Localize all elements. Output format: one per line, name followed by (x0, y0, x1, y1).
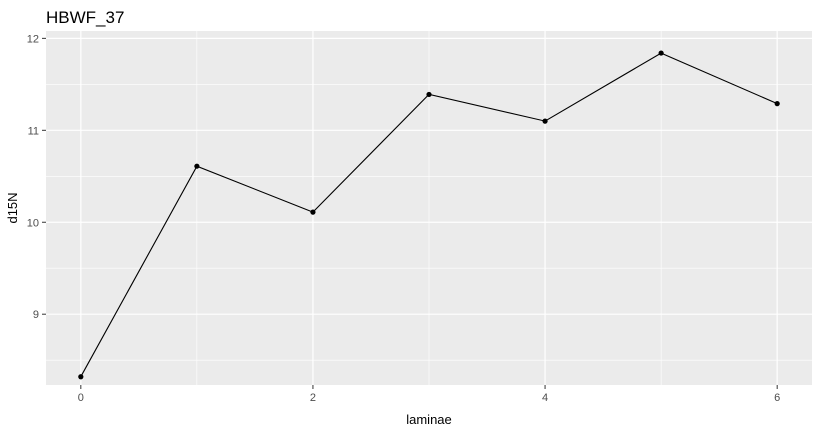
x-tick-label: 2 (310, 392, 316, 404)
y-tick-label: 12 (27, 33, 39, 45)
y-axis-ticks: 9 10 11 12 (27, 33, 46, 321)
y-tick-label: 9 (33, 309, 39, 321)
series-points (78, 50, 780, 380)
y-tick-label: 11 (28, 125, 39, 137)
x-axis-title: laminae (406, 412, 452, 427)
data-point (194, 163, 200, 169)
y-tick-label: 10 (27, 217, 39, 229)
x-axis-ticks: 0 2 4 6 (78, 385, 780, 404)
data-point (774, 101, 780, 107)
x-tick-label: 6 (774, 392, 780, 404)
data-point (426, 91, 432, 98)
x-tick-label: 4 (542, 392, 548, 404)
data-point (78, 374, 84, 380)
data-point (542, 118, 548, 124)
y-axis-title: d15N (5, 192, 20, 223)
chart-title: HBWF_37 (46, 8, 124, 27)
data-point (310, 209, 316, 215)
grid-major (46, 31, 812, 385)
x-tick-label: 0 (78, 392, 84, 404)
grid-minor (46, 31, 812, 385)
data-point (658, 50, 664, 56)
